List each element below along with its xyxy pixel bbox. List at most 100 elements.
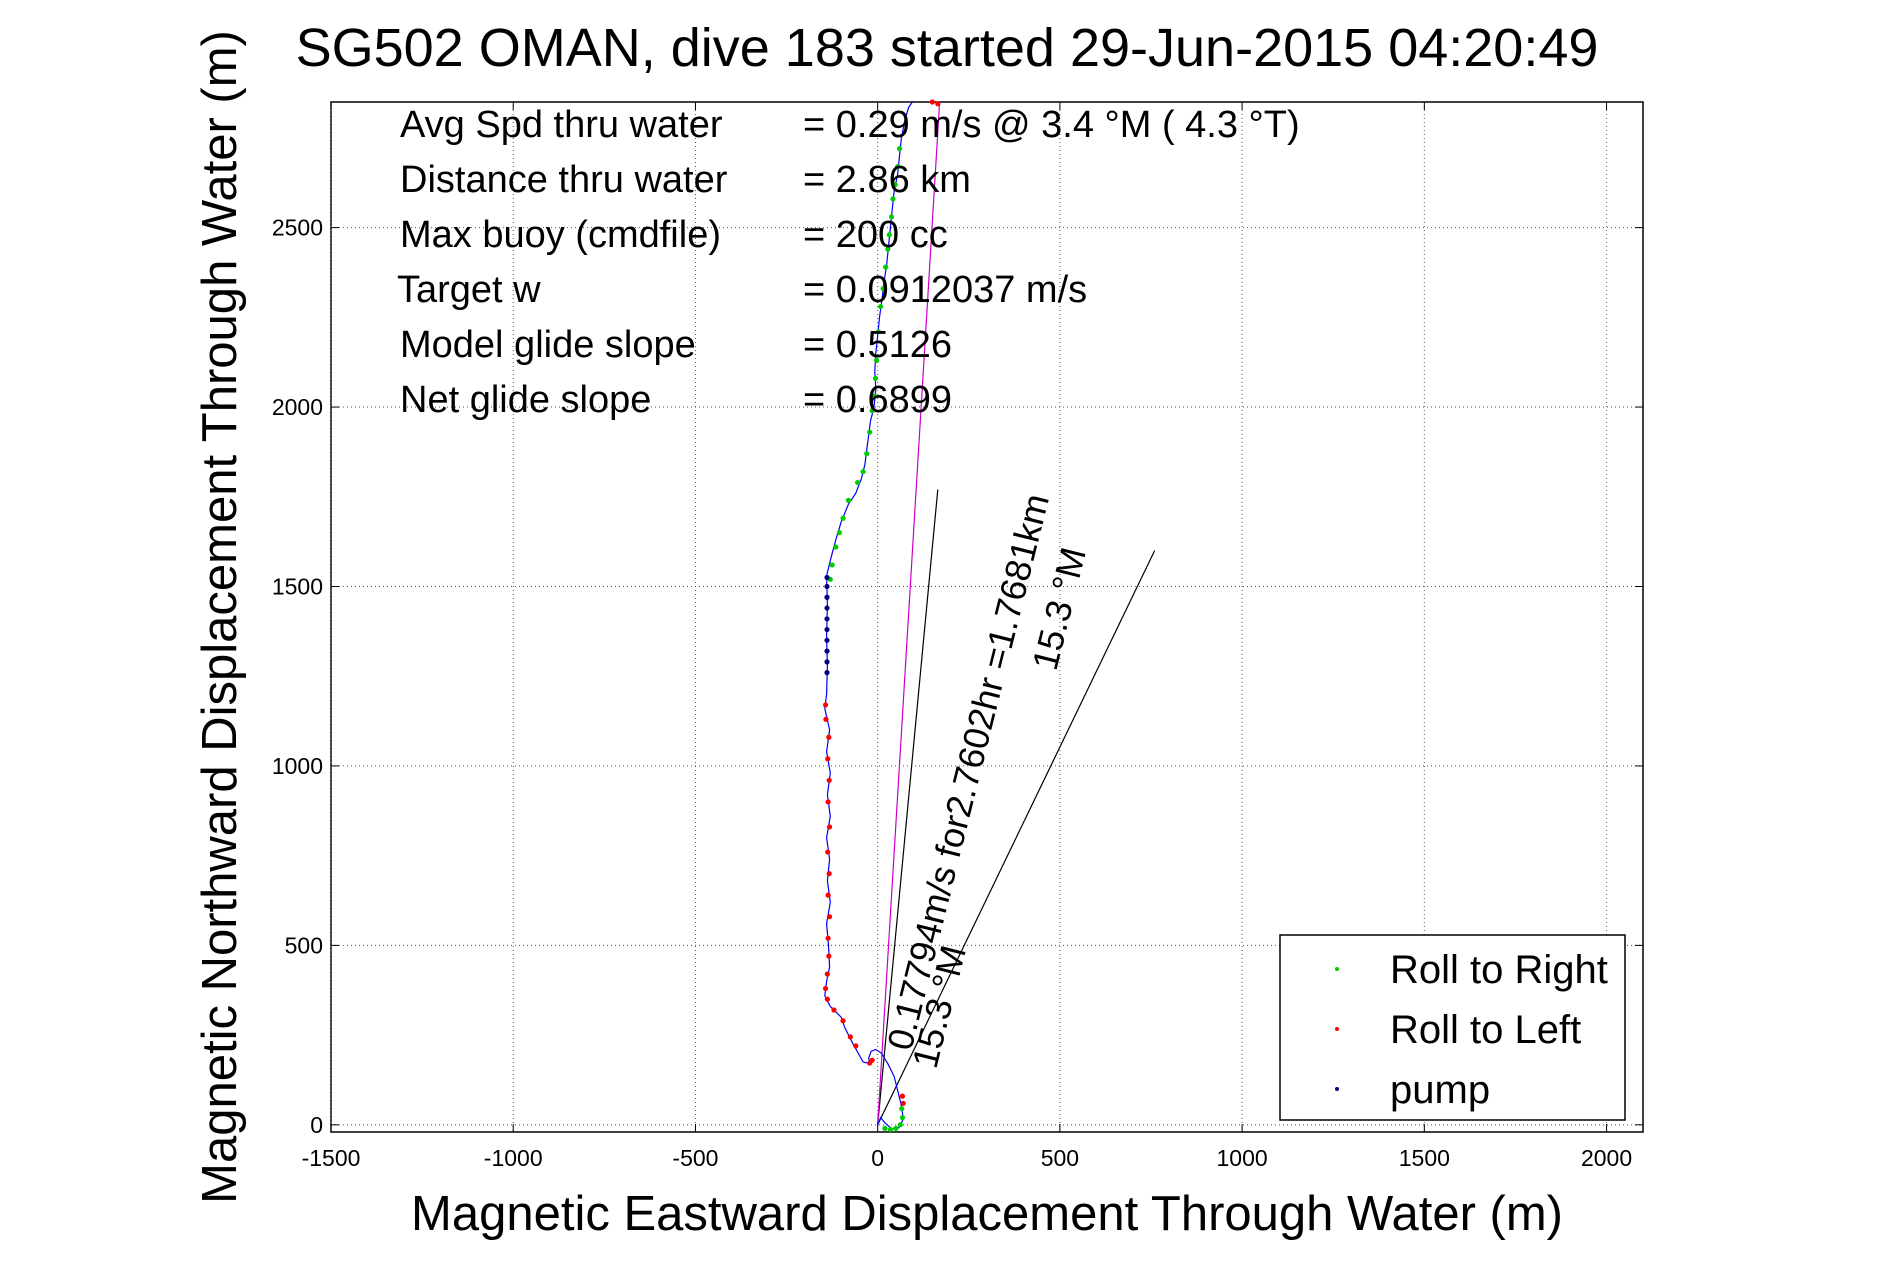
y-tick-label: 0	[310, 1112, 323, 1138]
marker-roll-to-right	[897, 1122, 903, 1128]
marker-roll-to-right	[836, 530, 843, 536]
marker-roll-to-left	[825, 799, 831, 805]
legend: Roll to Right Roll to Left pump	[1279, 934, 1626, 1121]
x-tick-label: -500	[672, 1145, 718, 1171]
marker-roll-to-left	[826, 871, 832, 877]
marker-roll-to-right	[880, 286, 886, 292]
marker-roll-to-right	[883, 264, 889, 270]
marker-roll-to-right	[869, 408, 875, 414]
marker-roll-to-left	[900, 1100, 906, 1106]
marker-roll-to-right	[855, 479, 861, 486]
reference-line	[877, 550, 1156, 1126]
marker-roll-to-left	[853, 1043, 859, 1049]
reference-lines	[877, 101, 1156, 1126]
info-value: = 0.29 m/s @ 3.4 °M ( 4.3 °T)	[803, 104, 1300, 146]
marker-pump	[824, 574, 830, 581]
marker-roll-to-left	[825, 756, 831, 762]
x-tick-label: 500	[1041, 1145, 1079, 1171]
marker-pump	[824, 583, 830, 590]
x-tick-label: -1000	[484, 1145, 543, 1171]
marker-roll-to-left	[824, 971, 830, 977]
marker-roll-to-right	[890, 196, 896, 202]
info-label: Distance thru water	[400, 159, 728, 201]
marker-roll-to-right	[888, 214, 895, 220]
grid	[330, 102, 1643, 1132]
marker-roll-to-left	[929, 99, 935, 105]
y-tick-label: 500	[285, 932, 323, 958]
marker-roll-to-left	[831, 1007, 837, 1013]
marker-roll-to-right	[833, 544, 839, 550]
legend-label-roll-right: Roll to Right	[1390, 948, 1608, 992]
x-tick-label: -1500	[302, 1145, 361, 1171]
marker-roll-to-right	[899, 1106, 905, 1112]
marker-roll-to-left	[826, 914, 833, 920]
marker-pump	[824, 659, 830, 665]
reference-line	[877, 101, 941, 1125]
marker-pump	[824, 616, 830, 622]
marker-roll-to-right	[882, 1125, 888, 1132]
marker-roll-to-left	[826, 953, 832, 959]
y-tick-label: 2000	[272, 394, 323, 420]
x-axis-label: Magnetic Eastward Displacement Through W…	[411, 1187, 1563, 1241]
marker-roll-to-left	[867, 1060, 873, 1066]
y-tick-label: 1500	[272, 573, 323, 599]
y-axis-label: Magnetic Northward Displacement Through …	[193, 30, 247, 1204]
marker-roll-to-right	[886, 232, 892, 238]
marker-roll-to-left	[825, 849, 831, 855]
marker-roll-to-right	[892, 181, 898, 188]
info-label: Max buoy (cmdfile)	[400, 214, 721, 256]
y-tick-label: 1000	[272, 753, 323, 779]
info-value: = 200 cc	[803, 214, 948, 256]
marker-roll-to-right	[829, 562, 835, 568]
marker-roll-to-left	[826, 824, 833, 830]
info-value: = 0.5126	[803, 324, 952, 366]
marker-roll-to-left	[935, 101, 941, 107]
x-tick-label: 0	[871, 1145, 884, 1171]
marker-roll-to-left	[847, 1034, 853, 1040]
ticks: -1500 -1000 -500 0 500 1000 1500 2000 0 500 1000 15…	[272, 102, 1643, 1171]
legend-label-pump: pump	[1390, 1068, 1490, 1112]
info-label: Net glide slope	[400, 379, 651, 421]
marker-roll-to-right	[899, 1115, 906, 1121]
marker-roll-to-right	[885, 246, 891, 252]
marker-roll-to-right	[872, 375, 879, 381]
marker-pump	[824, 626, 830, 633]
info-block: Avg Spd thru water = 0.29 m/s @ 3.4 °M (…	[397, 104, 1300, 421]
marker-roll-to-right	[896, 146, 903, 152]
marker-roll-to-right	[840, 515, 846, 521]
reference-line	[877, 489, 939, 1125]
marker-roll-to-right	[860, 469, 866, 475]
marker-pump	[824, 594, 830, 600]
marker-roll-to-right	[864, 451, 870, 457]
info-label: Target w	[397, 269, 541, 311]
marker-roll-to-right	[845, 497, 852, 503]
info-label: Avg Spd thru water	[400, 104, 723, 146]
marker-roll-to-left	[899, 1093, 906, 1099]
marker-roll-to-right	[873, 357, 880, 363]
marker-roll-to-right	[895, 163, 901, 170]
marker-roll-to-left	[840, 1018, 846, 1024]
legend-marker-roll-right	[1335, 967, 1339, 971]
marker-roll-to-left	[826, 777, 832, 783]
marker-roll-to-right	[887, 1126, 894, 1133]
legend-label-roll-left: Roll to Left	[1390, 1008, 1581, 1052]
info-label: Model glide slope	[400, 324, 696, 366]
legend-marker-roll-left	[1335, 1027, 1339, 1031]
legend-marker-pump	[1335, 1087, 1339, 1091]
marker-roll-to-right	[893, 1125, 899, 1132]
x-tick-label: 2000	[1581, 1145, 1632, 1171]
marker-roll-to-right	[867, 429, 873, 435]
marker-roll-to-left	[823, 716, 829, 722]
y-tick-label: 2500	[272, 215, 323, 241]
marker-roll-to-left	[822, 985, 829, 992]
info-value: = 2.86 km	[803, 159, 971, 201]
marker-pump	[824, 605, 830, 611]
marker-pump	[824, 637, 830, 643]
info-value: = 0.0912037 m/s	[803, 269, 1087, 311]
marker-roll-to-left	[824, 996, 830, 1002]
marker-roll-to-right	[872, 393, 878, 399]
marker-layer	[822, 99, 941, 1133]
marker-roll-to-left	[826, 734, 832, 740]
marker-pump	[824, 648, 830, 654]
info-value: = 0.6899	[803, 379, 952, 421]
